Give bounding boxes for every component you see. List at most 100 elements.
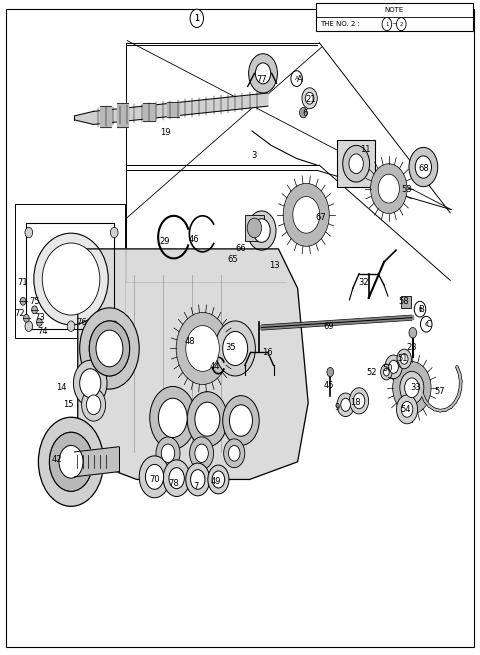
Text: THE NO. 2 :: THE NO. 2 : [320, 21, 360, 27]
Circle shape [283, 183, 329, 246]
Circle shape [96, 330, 123, 367]
Polygon shape [117, 103, 128, 126]
Circle shape [389, 360, 398, 373]
Text: 65: 65 [228, 255, 238, 264]
Circle shape [228, 445, 240, 461]
Circle shape [300, 107, 307, 118]
Circle shape [36, 318, 42, 326]
Circle shape [80, 369, 101, 398]
Circle shape [20, 297, 26, 305]
Text: 1: 1 [194, 14, 199, 23]
Circle shape [161, 444, 175, 462]
Text: 54: 54 [400, 405, 411, 414]
Text: 57: 57 [434, 387, 444, 396]
Circle shape [393, 362, 431, 414]
Text: 70: 70 [149, 475, 160, 484]
Circle shape [32, 306, 37, 314]
Circle shape [223, 396, 259, 445]
Circle shape [401, 373, 422, 402]
Polygon shape [94, 93, 268, 124]
Circle shape [384, 368, 389, 376]
Circle shape [186, 463, 210, 496]
Circle shape [291, 71, 302, 86]
Text: C: C [425, 320, 431, 329]
Polygon shape [74, 447, 119, 477]
Circle shape [409, 147, 438, 187]
Bar [15, 204, 125, 338]
Text: 33: 33 [410, 383, 420, 392]
Circle shape [302, 88, 317, 109]
Text: 9: 9 [335, 403, 339, 412]
Text: 53: 53 [402, 185, 412, 195]
Circle shape [223, 331, 248, 365]
Circle shape [49, 432, 93, 491]
Circle shape [139, 456, 170, 498]
Circle shape [195, 444, 208, 462]
Text: 21: 21 [306, 95, 316, 104]
Circle shape [305, 92, 314, 104]
Circle shape [190, 437, 214, 470]
Text: 49: 49 [211, 477, 221, 486]
Text: 18: 18 [350, 398, 360, 407]
Text: ~: ~ [392, 21, 397, 27]
Bar [337, 140, 375, 187]
Circle shape [67, 321, 75, 331]
Circle shape [163, 460, 190, 496]
Circle shape [253, 219, 270, 242]
Circle shape [191, 470, 205, 489]
Circle shape [169, 468, 184, 489]
Text: 73: 73 [34, 312, 45, 322]
Circle shape [255, 63, 271, 84]
Text: 74: 74 [37, 327, 48, 336]
Polygon shape [167, 102, 179, 117]
Circle shape [208, 465, 229, 494]
Circle shape [400, 371, 424, 404]
Text: 58: 58 [399, 297, 409, 306]
Circle shape [349, 388, 369, 414]
Circle shape [195, 402, 220, 436]
Circle shape [385, 355, 402, 379]
Text: 29: 29 [159, 236, 169, 246]
Text: 76: 76 [76, 318, 87, 327]
Circle shape [293, 196, 320, 233]
Circle shape [405, 378, 419, 398]
Polygon shape [100, 106, 111, 127]
Text: 66: 66 [236, 244, 246, 253]
Text: 52: 52 [367, 367, 377, 377]
Circle shape [414, 301, 426, 317]
Text: NOTE: NOTE [384, 7, 404, 13]
Polygon shape [143, 103, 155, 121]
Circle shape [341, 398, 350, 411]
Circle shape [378, 174, 399, 203]
Circle shape [397, 349, 411, 369]
Text: 77: 77 [256, 75, 267, 84]
Circle shape [212, 471, 225, 488]
Circle shape [401, 402, 413, 417]
Text: 78: 78 [168, 479, 179, 488]
Circle shape [86, 395, 101, 415]
Circle shape [420, 316, 432, 332]
Text: 67: 67 [315, 213, 326, 222]
Circle shape [150, 386, 196, 449]
Circle shape [337, 393, 354, 417]
Text: 2: 2 [399, 22, 403, 27]
Circle shape [371, 164, 407, 214]
Text: 35: 35 [225, 343, 236, 352]
Circle shape [73, 360, 107, 406]
Text: 51: 51 [397, 354, 408, 364]
Ellipse shape [42, 243, 100, 315]
Circle shape [82, 388, 106, 421]
Text: 13: 13 [269, 261, 280, 271]
Text: 16: 16 [263, 348, 273, 357]
Text: 48: 48 [184, 337, 195, 346]
Circle shape [59, 445, 83, 478]
Circle shape [156, 437, 180, 470]
Circle shape [89, 321, 130, 376]
Circle shape [25, 321, 33, 331]
Circle shape [110, 227, 118, 238]
Circle shape [89, 321, 130, 376]
Text: 11: 11 [360, 145, 371, 154]
Circle shape [145, 464, 164, 489]
Circle shape [229, 405, 252, 436]
Circle shape [396, 18, 406, 31]
